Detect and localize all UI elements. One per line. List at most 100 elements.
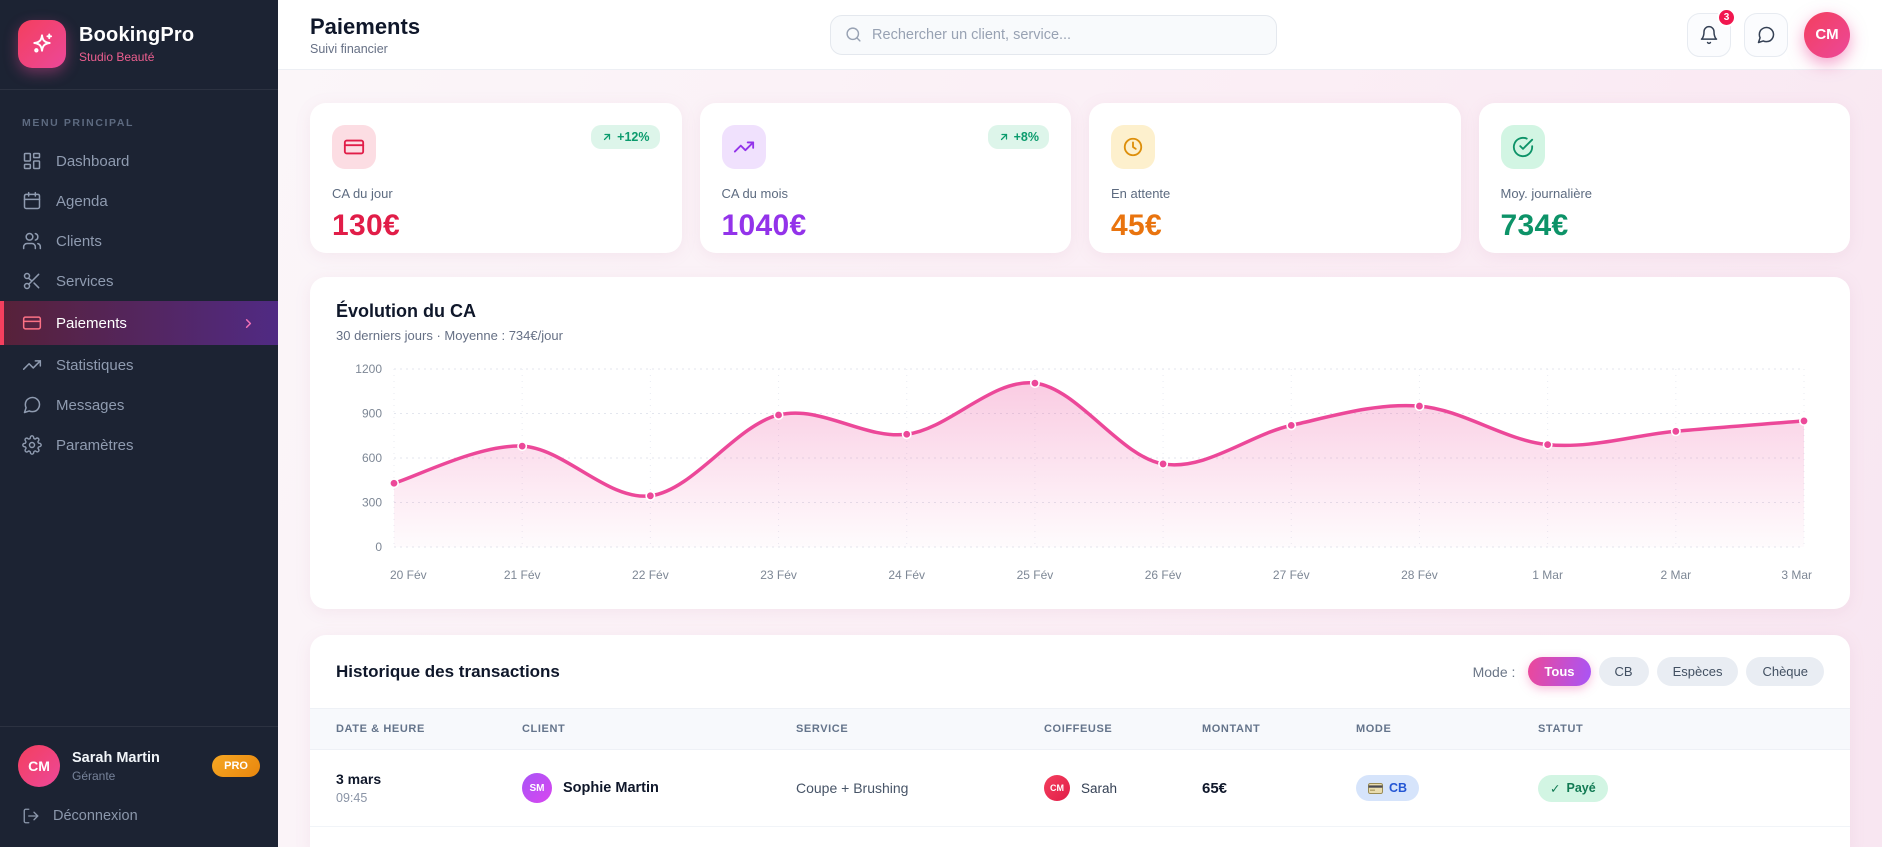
tx-time: 09:45 [336,791,368,805]
sidebar-item-parametres[interactable]: Paramètres [0,425,278,465]
search-input[interactable] [872,26,1263,43]
transactions-title: Historique des transactions [336,661,560,681]
message-icon [22,395,42,415]
logout-button[interactable]: Déconnexion [18,787,260,825]
messages-button[interactable] [1744,12,1788,57]
main-nav: Dashboard Agenda Clients Services Paieme… [0,141,278,465]
avatar: CM [18,745,60,787]
mode-filter-label: Mode : [1472,663,1516,680]
stat-value: 1040€ [721,209,807,242]
sidebar-item-paiements[interactable]: Paiements [0,301,278,345]
stat-card-ca-jour: +12% CA du jour 130€ [310,103,682,253]
content: +12% CA du jour 130€ +8% CA du mois 1040… [278,70,1882,847]
arrow-up-right-icon [998,131,1010,143]
transactions-card: Historique des transactions Mode : Tous … [310,635,1850,847]
sidebar-item-dashboard[interactable]: Dashboard [0,141,278,181]
avatar: CM [1044,775,1070,801]
stat-value: 734€ [1500,209,1569,242]
filter-tous[interactable]: Tous [1528,657,1591,686]
table-row[interactable]: 3 mars 09:45 SM Sophie Martin Coupe + Br… [310,750,1850,827]
svg-text:2 Mar: 2 Mar [1660,568,1691,582]
avatar: SM [522,773,552,803]
page-subtitle: Suivi financier [310,41,388,56]
brand-logo [18,20,66,68]
filter-cheque[interactable]: Chèque [1746,657,1824,686]
sidebar-item-messages[interactable]: Messages [0,385,278,425]
svg-text:26 Fév: 26 Fév [1145,568,1182,582]
credit-card-icon [1368,782,1383,794]
credit-card-icon [332,125,376,169]
stat-label: Moy. journalière [1500,186,1593,201]
search-bar [830,14,1278,55]
search-icon [845,26,862,43]
stat-label: CA du mois [721,186,788,201]
stat-card-moyenne: Moy. journalière 734€ [1478,103,1850,253]
tx-client: Sophie Martin [563,780,659,796]
stat-card-en-attente: En attente 45€ [1089,103,1461,253]
svg-text:3 Mar: 3 Mar [1781,568,1812,582]
sidebar-item-clients[interactable]: Clients [0,221,278,261]
user-role: Gérante [72,768,116,783]
main-area: Paiements Suivi financier 3 CM [278,0,1882,847]
trend-badge: +12% [591,125,660,149]
brand-name: BookingPro [79,24,195,46]
check-circle-icon [1500,125,1545,169]
logout-icon [22,807,40,825]
line-chart: 0 300 600 900 1200 20 Fév 21 Fév 22 Fév 23 Fév 24… [336,353,1824,593]
sparkles-icon [29,31,55,57]
filter-cb[interactable]: CB [1598,657,1649,686]
sidebar-item-services[interactable]: Services [0,261,278,301]
mode-filters: Mode : Tous CB Espèces Chèque [1473,657,1824,686]
stat-label: En attente [1111,186,1171,201]
svg-text:600: 600 [362,451,382,465]
stat-card-ca-mois: +8% CA du mois 1040€ [699,103,1071,253]
topbar: Paiements Suivi financier 3 CM [278,0,1882,70]
tx-montant: 65€ [1202,779,1228,797]
clock-icon [1111,125,1155,169]
logout-label: Déconnexion [53,808,138,824]
svg-text:23 Fév: 23 Fév [760,568,797,582]
filter-especes[interactable]: Espèces [1656,657,1739,686]
notifications-button[interactable]: 3 [1687,7,1736,57]
stat-value: 130€ [332,209,400,242]
stats-row: +12% CA du jour 130€ +8% CA du mois 1040… [310,103,1850,253]
bell-icon [1699,25,1719,45]
users-icon [22,231,42,251]
tx-date: 3 mars [336,771,382,787]
stat-value: 45€ [1111,209,1162,242]
sidebar-item-label: Paramètres [56,436,134,454]
page-title: Paiements [310,13,421,39]
sidebar-item-agenda[interactable]: Agenda [0,181,278,221]
user-name: Sarah Martin [72,749,160,766]
sidebar-item-label: Services [56,272,114,290]
revenue-chart-card: Évolution du CA 30 derniers jours · Moye… [310,277,1850,609]
chart-title: Évolution du CA [336,301,476,321]
sidebar-item-statistiques[interactable]: Statistiques [0,345,278,385]
credit-card-icon [22,313,42,333]
scissors-icon [22,271,42,291]
tx-coiffeuse: Sarah [1081,780,1118,796]
brand: BookingPro Studio Beauté [0,0,278,90]
sidebar-footer: CM Sarah Martin Gérante PRO Déconnexion [0,726,278,847]
calendar-icon [22,191,42,211]
chat-icon [1756,25,1776,45]
svg-text:300: 300 [362,496,382,510]
avatar[interactable]: CM [1804,11,1850,58]
svg-text:27 Fév: 27 Fév [1273,568,1310,582]
status-badge: ✓ Payé [1538,774,1608,802]
sidebar-item-label: Agenda [56,192,108,210]
pro-badge: PRO [212,755,260,777]
stat-label: CA du jour [332,186,393,201]
sidebar-item-label: Statistiques [56,356,134,374]
tx-service: Coupe + Brushing [796,780,909,796]
menu-section-label: MENU PRINCIPAL [22,117,135,129]
svg-text:0: 0 [375,540,382,554]
chart-subtitle: 30 derniers jours · Moyenne : 734€/jour [336,328,563,343]
brand-subtitle: Studio Beauté [79,50,155,64]
trending-up-icon [22,355,42,375]
sidebar-item-label: Clients [56,232,102,250]
table-header: DATE & HEURE CLIENT SERVICE COIFFEUSE MO… [310,708,1850,750]
svg-text:22 Fév: 22 Fév [632,568,669,582]
sidebar-item-label: Messages [56,396,125,414]
gear-icon [22,435,42,455]
